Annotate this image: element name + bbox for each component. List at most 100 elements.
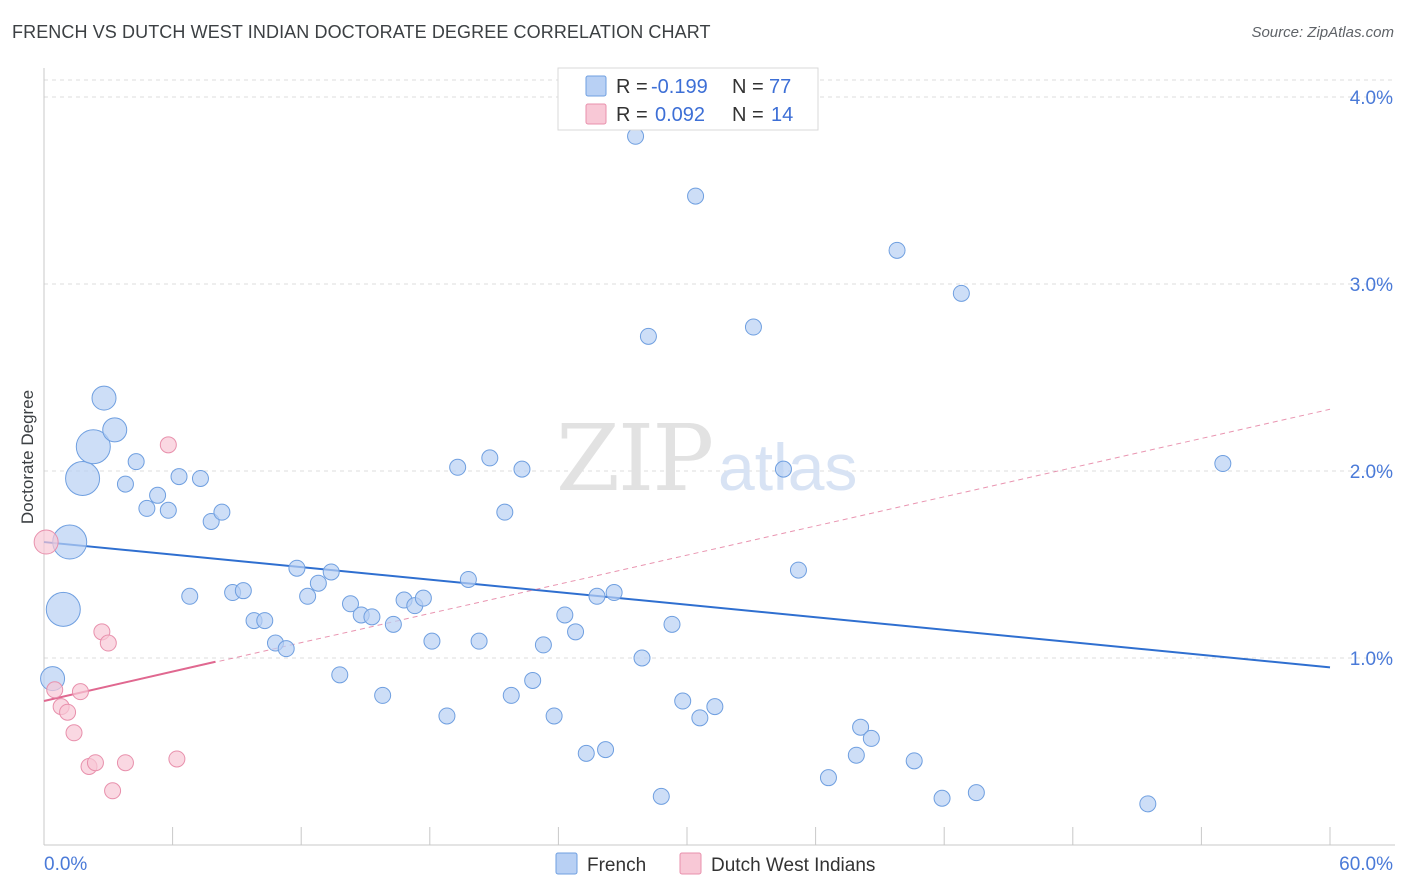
french-point [277, 640, 295, 658]
french-point [470, 632, 488, 650]
french-point [256, 612, 274, 630]
french-point [438, 707, 456, 725]
dutch-point [86, 754, 104, 772]
french-point [159, 501, 177, 519]
french-point [605, 584, 623, 602]
dutch-point [168, 750, 186, 768]
french-point [363, 608, 381, 626]
french-point [116, 475, 134, 493]
french-point [102, 417, 128, 443]
french-point [91, 385, 117, 411]
french-point [341, 595, 359, 613]
dutch-trend-line-extended [43, 408, 1331, 702]
french-point [213, 503, 231, 521]
x-tick-label-max: 60.0% [1339, 854, 1393, 875]
french-point [852, 718, 870, 736]
french-point [888, 241, 906, 259]
french-point [496, 503, 514, 521]
dutch-point [59, 703, 77, 721]
correlation-legend: R = -0.199 N = 77 R = 0.092 N = 14 [557, 67, 819, 131]
french-point [75, 429, 111, 465]
french-point [234, 582, 252, 600]
french-point [862, 729, 880, 747]
french-point [588, 587, 606, 605]
y-tick-label: 1.0% [1350, 649, 1393, 670]
legend-swatch-french [585, 75, 607, 97]
french-point [774, 460, 792, 478]
french-point [577, 744, 595, 762]
legend-n-value-french: 77 [769, 76, 791, 98]
french-trend-line [43, 541, 1331, 669]
french-point [149, 486, 167, 504]
y-axis-title: Doctorate Degree [18, 390, 37, 524]
y-tick-label: 3.0% [1350, 275, 1393, 296]
french-point [513, 460, 531, 478]
french-point [545, 707, 563, 725]
data-points [33, 127, 1232, 813]
french-point [652, 787, 670, 805]
french-point [627, 127, 645, 145]
french-point [1214, 455, 1232, 473]
legend-r-label-french: R = [616, 76, 648, 98]
french-point [191, 469, 209, 487]
french-point [322, 563, 340, 581]
axes [43, 68, 1395, 846]
legend-r-value-dutch: 0.092 [655, 104, 705, 126]
french-point [567, 623, 585, 641]
french-point [502, 686, 520, 704]
french-point [288, 559, 306, 577]
french-point [414, 589, 432, 607]
french-point [687, 187, 705, 205]
french-point [639, 327, 657, 345]
french-point [663, 615, 681, 633]
french-point [449, 458, 467, 476]
bottom-legend-swatch-dutch [679, 852, 702, 875]
french-point [299, 587, 317, 605]
french-point [202, 512, 220, 530]
french-point [170, 468, 188, 486]
french-point [1139, 795, 1157, 813]
chart-title: FRENCH VS DUTCH WEST INDIAN DOCTORATE DE… [12, 22, 711, 42]
legend-n-label-dutch: N = [732, 104, 764, 126]
bottom-legend-label-french: French [587, 855, 646, 876]
series-legend: French Dutch West Indians [555, 852, 875, 876]
y-tick-label: 2.0% [1350, 462, 1393, 483]
french-point [524, 671, 542, 689]
french-point [706, 698, 724, 716]
french-point [459, 570, 477, 588]
french-point [374, 686, 392, 704]
watermark-zip: ZIP [556, 405, 712, 512]
french-point [481, 449, 499, 467]
dutch-point [71, 683, 89, 701]
x-tick-label-min: 0.0% [44, 854, 87, 875]
tick-labels: 1.0% 2.0% 3.0% 4.0% 0.0% 60.0% [44, 88, 1393, 875]
french-point [556, 606, 574, 624]
french-point [534, 636, 552, 654]
french-point [691, 709, 709, 727]
legend-n-label-french: N = [732, 76, 764, 98]
legend-r-label-dutch: R = [616, 104, 648, 126]
french-point [138, 499, 156, 517]
french-point [65, 460, 101, 496]
source-label: Source: ZipAtlas.com [1251, 24, 1394, 41]
french-point [633, 649, 651, 667]
french-point [933, 789, 951, 807]
dutch-point [104, 782, 122, 800]
french-point [847, 746, 865, 764]
french-point [384, 615, 402, 633]
french-point [744, 318, 762, 336]
french-point [905, 752, 923, 770]
french-point [127, 453, 145, 471]
french-point [597, 741, 615, 759]
dutch-point [159, 436, 177, 454]
dutch-point [46, 681, 64, 699]
dutch-point [65, 724, 83, 742]
bottom-legend-swatch-french [555, 852, 578, 875]
french-point [819, 769, 837, 787]
french-point [952, 284, 970, 302]
french-point [181, 587, 199, 605]
legend-r-value-french: -0.199 [651, 76, 708, 98]
dutch-point [99, 634, 117, 652]
french-point [967, 784, 985, 802]
